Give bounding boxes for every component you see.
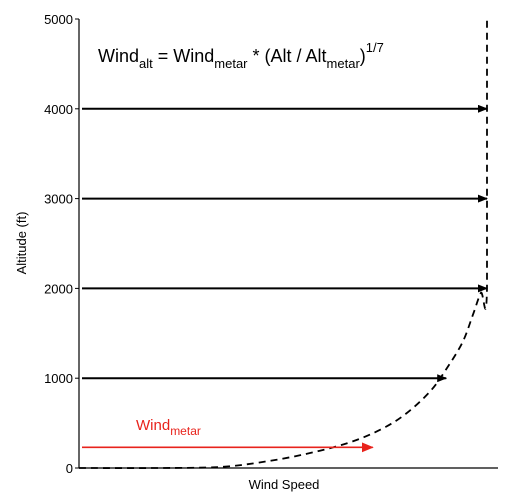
- wind-profile-curve: [78, 19, 488, 469]
- metar-annotation: Windmetar: [136, 417, 201, 438]
- series-group: [78, 19, 488, 469]
- y-tick-label-1000: 1000: [44, 371, 73, 386]
- y-tick-label-0: 0: [66, 461, 73, 476]
- metar-label: Windmetar: [136, 417, 201, 438]
- axes: [78, 19, 498, 469]
- arrows-group: [82, 104, 488, 453]
- y-tick-label-3000: 3000: [44, 192, 73, 207]
- y-tick-label-4000: 4000: [44, 102, 73, 117]
- y-tick-label-2000: 2000: [44, 281, 73, 296]
- x-axis-label: Wind Speed: [249, 477, 320, 492]
- y-axis-label: Altitude (ft): [14, 212, 29, 275]
- formula: Windalt = Windmetar * (Alt / Altmetar)1/…: [98, 40, 384, 71]
- y-ticks: 0 1000 2000 3000 4000 5000: [44, 12, 79, 476]
- formula-text: Windalt = Windmetar * (Alt / Altmetar)1/…: [98, 40, 384, 71]
- y-tick-label-5000: 5000: [44, 12, 73, 27]
